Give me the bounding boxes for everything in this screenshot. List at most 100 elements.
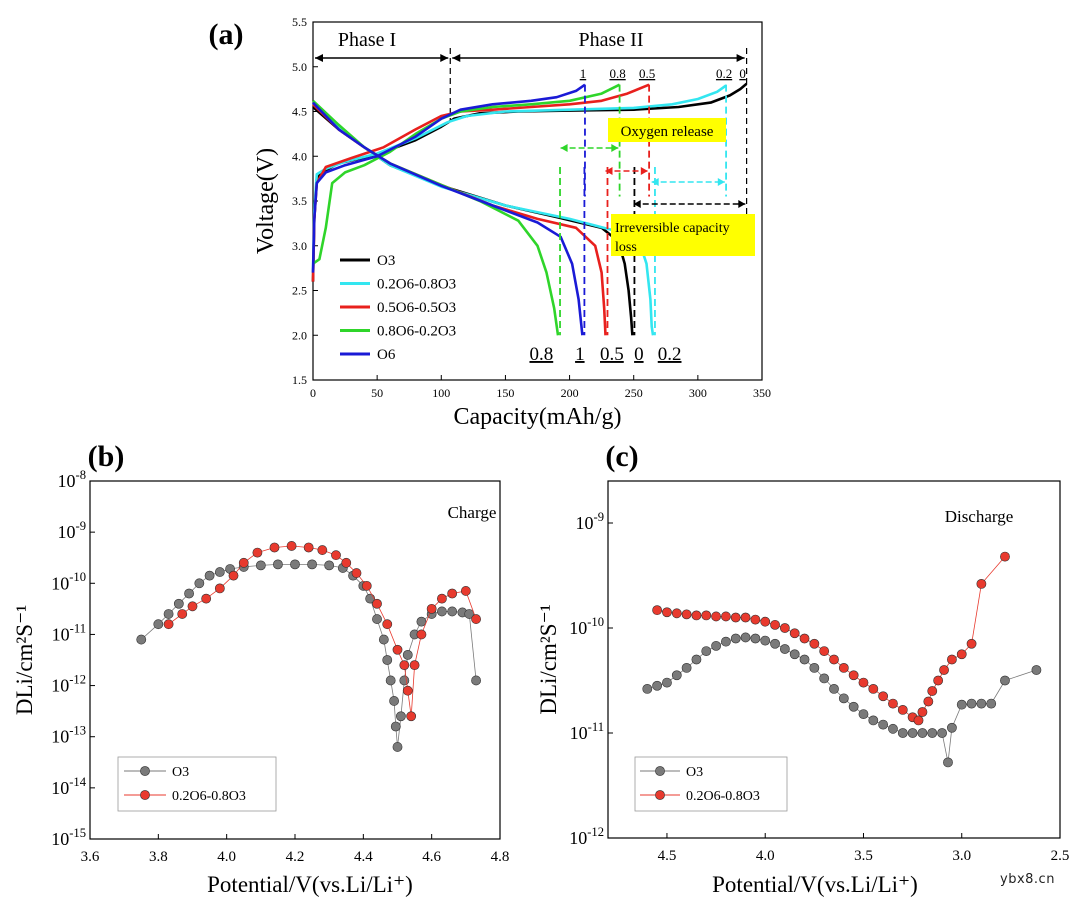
data-point-c-1 bbox=[939, 665, 949, 675]
y-tick-label-c: 10-12 bbox=[569, 825, 604, 848]
y-tick-label-c: 10-9 bbox=[576, 510, 605, 533]
bottom-capacity-label: 0.8 bbox=[529, 344, 553, 365]
data-point-c-0 bbox=[927, 728, 938, 738]
data-point-c-1 bbox=[858, 677, 869, 688]
data-point-b-0 bbox=[273, 559, 283, 570]
data-point-b-1 bbox=[382, 619, 393, 630]
data-point-c-0 bbox=[888, 723, 898, 734]
data-point-b-0 bbox=[471, 675, 481, 686]
legend-marker-c bbox=[655, 790, 665, 800]
y-tick-label-a: 2.0 bbox=[292, 328, 307, 342]
bottom-capacity-label: 0.2 bbox=[658, 344, 682, 365]
data-point-b-1 bbox=[471, 614, 481, 624]
data-point-c-1 bbox=[740, 612, 751, 623]
y-axis-label-a: Voltage(V) bbox=[253, 148, 279, 254]
data-point-c-0 bbox=[799, 654, 810, 665]
data-point-c-0 bbox=[701, 646, 712, 656]
data-point-c-1 bbox=[681, 609, 692, 620]
irreversible-box bbox=[611, 214, 755, 256]
data-point-b-1 bbox=[437, 593, 447, 604]
data-point-c-1 bbox=[779, 623, 790, 633]
panel-label-c: (c) bbox=[605, 440, 638, 473]
charge-annotation: Charge bbox=[448, 503, 497, 522]
legend-label-a: O3 bbox=[377, 253, 395, 269]
data-point-c-0 bbox=[838, 693, 849, 704]
data-point-c-1 bbox=[868, 684, 879, 694]
x-tick-label-a: 350 bbox=[753, 386, 771, 400]
discharge-curve-2 bbox=[312, 103, 607, 336]
legend-label-b: 0.2O6-0.8O3 bbox=[172, 789, 246, 804]
y-tick-label-a: 5.0 bbox=[292, 60, 307, 74]
data-point-b-1 bbox=[409, 660, 420, 671]
bottom-capacity-label: 1 bbox=[575, 344, 585, 365]
data-point-c-1 bbox=[933, 675, 944, 686]
top-capacity-label: 0.5 bbox=[639, 66, 655, 81]
data-point-b-0 bbox=[204, 570, 215, 581]
x-tick-label-b: 4.0 bbox=[217, 849, 236, 865]
legend-label-c: 0.2O6-0.8O3 bbox=[686, 789, 760, 804]
data-point-c-0 bbox=[1031, 665, 1042, 675]
data-point-c-1 bbox=[917, 707, 928, 717]
x-tick-label-c: 2.5 bbox=[1051, 848, 1070, 864]
x-tick-label-b: 3.8 bbox=[149, 849, 168, 865]
legend-box-b bbox=[117, 756, 277, 812]
x-tick-label-c: 4.5 bbox=[658, 848, 677, 864]
data-point-c-0 bbox=[789, 649, 800, 660]
data-point-c-1 bbox=[671, 608, 682, 619]
plot-frame-c bbox=[607, 480, 1061, 839]
data-point-c-0 bbox=[740, 632, 751, 643]
irreversible-label: Irreversible capacity bbox=[615, 221, 730, 236]
capacity-loss-arrow-0-head-right bbox=[738, 200, 746, 208]
series-line-b-1 bbox=[168, 545, 477, 717]
x-tick-label-a: 250 bbox=[625, 386, 643, 400]
watermark: ybx8.cn bbox=[1000, 872, 1055, 887]
x-tick-label-c: 3.5 bbox=[854, 848, 873, 864]
data-point-c-0 bbox=[1000, 675, 1010, 686]
capacity-loss-arrow-05-head-left bbox=[605, 167, 613, 175]
data-point-c-0 bbox=[937, 728, 947, 738]
phase1-arrow-head-right bbox=[440, 54, 449, 62]
data-point-b-0 bbox=[399, 675, 410, 686]
data-point-c-0 bbox=[907, 728, 918, 738]
data-point-c-1 bbox=[1000, 551, 1010, 562]
x-tick-label-b: 4.4 bbox=[354, 849, 373, 865]
data-point-b-0 bbox=[153, 619, 164, 630]
capacity-loss-arrow-0-head-left bbox=[633, 200, 641, 208]
data-point-b-0 bbox=[447, 606, 458, 617]
data-point-c-0 bbox=[848, 701, 859, 712]
data-point-c-0 bbox=[779, 644, 790, 654]
data-point-c-0 bbox=[662, 677, 672, 688]
top-capacity-label: 1 bbox=[580, 66, 587, 81]
data-point-c-1 bbox=[760, 616, 771, 627]
data-point-b-1 bbox=[303, 542, 314, 553]
top-capacity-label: 0.8 bbox=[609, 66, 625, 81]
data-point-c-0 bbox=[681, 663, 692, 673]
x-axis-label-b: Potential/V(vs.Li/Li⁺) bbox=[207, 872, 413, 897]
data-point-b-1 bbox=[447, 588, 458, 599]
data-point-c-0 bbox=[770, 638, 780, 649]
data-point-c-1 bbox=[878, 691, 889, 702]
data-point-c-1 bbox=[652, 605, 663, 616]
phase2-label: Phase II bbox=[579, 29, 644, 51]
panel-label-a: (a) bbox=[209, 18, 244, 51]
data-point-b-1 bbox=[286, 541, 297, 551]
data-point-b-0 bbox=[255, 560, 266, 571]
x-tick-label-c: 4.0 bbox=[756, 848, 775, 864]
data-point-c-0 bbox=[691, 654, 702, 665]
data-point-b-1 bbox=[351, 568, 362, 578]
x-axis-label-a: Capacity(mAh/g) bbox=[454, 404, 622, 430]
bottom-capacity-label: 0 bbox=[634, 344, 644, 365]
charge-curve-4 bbox=[311, 83, 586, 273]
y-tick-label-b: 10-8 bbox=[58, 468, 87, 491]
data-point-c-1 bbox=[927, 686, 938, 696]
phase2-arrow-head-right bbox=[736, 54, 745, 62]
x-tick-label-a: 150 bbox=[496, 386, 514, 400]
irreversible-label-line2: loss bbox=[615, 240, 637, 255]
data-point-b-1 bbox=[269, 542, 280, 553]
data-point-c-0 bbox=[819, 673, 830, 684]
y-axis-label-b: DLi/cm²S⁻¹ bbox=[12, 605, 37, 715]
capacity-loss-arrow-02-head-left bbox=[651, 178, 659, 186]
top-capacity-label: 0.2 bbox=[716, 66, 732, 81]
x-tick-label-a: 0 bbox=[310, 386, 316, 400]
